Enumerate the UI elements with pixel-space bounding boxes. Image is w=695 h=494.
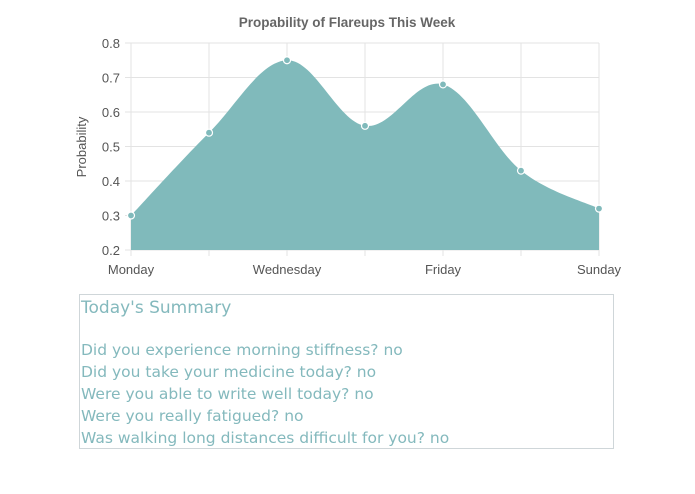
data-point [126,211,136,220]
data-point [360,121,370,130]
chart-title: Propability of Flareups This Week [239,15,456,30]
summary-question-row: Were you really fatigued? no [81,405,613,427]
question-text: Were you really fatigued? [81,407,280,425]
y-tick-label: 0.3 [102,209,120,224]
summary-question-row: Was walking long distances difficult for… [81,427,613,449]
series-area [131,60,599,250]
data-point [282,56,292,65]
flareup-chart: 0.8 0.7 0.6 0.5 0.4 0.3 0.2 Monday Wednesday Frid… [74,15,622,277]
answer-text: no [429,429,450,447]
flareup-chart-svg: 0.8 0.7 0.6 0.5 0.4 0.3 0.2 Monday Wednesday Frid… [74,15,622,277]
answer-text: no [284,407,304,425]
x-tick-label: Friday [425,262,462,277]
y-tick-label: 0.8 [102,36,120,51]
data-point [438,80,448,89]
data-point [204,128,214,137]
answer-text: no [383,341,403,359]
answer-text: no [356,363,377,381]
y-tick-label: 0.4 [102,174,120,189]
question-text: Were you able to write well today? [81,385,350,403]
summary-title: Today's Summary [81,298,232,318]
data-point [594,204,604,213]
summary-question-row: Were you able to write well today? no [81,383,613,405]
y-tick-label: 0.2 [102,243,120,258]
y-tick-label: 0.6 [102,105,120,120]
summary-question-row: Did you take your medicine today? no [81,361,613,383]
y-tick-label: 0.5 [102,140,120,155]
answer-text: no [354,385,374,403]
x-tick-label: Sunday [577,262,622,277]
question-text: Was walking long distances difficult for… [81,429,425,447]
question-text: Did you experience morning stiffness? [81,341,379,359]
x-tick-label: Wednesday [253,262,322,277]
y-axis-label: Probability [74,116,89,177]
y-tick-label: 0.7 [102,71,120,86]
today-summary-panel: Today's Summary Did you experience morni… [79,294,614,449]
data-point [516,166,526,175]
summary-question-row: Did you experience morning stiffness? no [81,339,613,361]
x-tick-label: Monday [108,262,155,277]
question-text: Did you take your medicine today? [81,363,352,381]
